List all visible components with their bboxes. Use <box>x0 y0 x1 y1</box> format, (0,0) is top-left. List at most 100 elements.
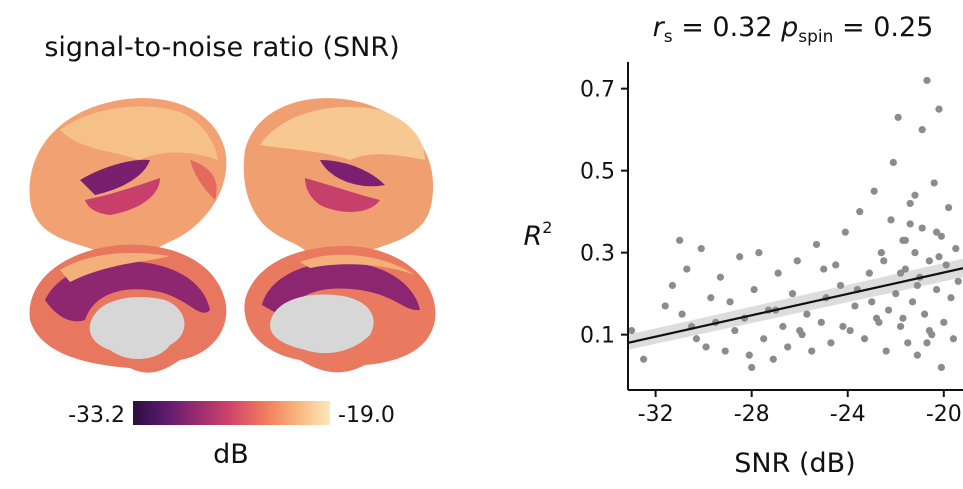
scatter-point <box>943 261 950 268</box>
scatter-point <box>897 270 904 277</box>
scatter-point <box>683 265 690 272</box>
regression-line <box>628 268 963 343</box>
scatter-point <box>880 257 887 264</box>
scatter-point <box>750 286 757 293</box>
scatter-point <box>907 200 914 207</box>
scatter-point <box>933 229 940 236</box>
scatter-point <box>878 249 885 256</box>
scatter-point <box>784 343 791 350</box>
scatter-point <box>717 274 724 281</box>
colorbar-label: dB <box>213 439 249 470</box>
y-tick-label: 0.7 <box>580 78 615 103</box>
x-tick-label: -32 <box>638 402 674 427</box>
scatter-point <box>947 294 954 301</box>
scatter-point <box>640 356 647 363</box>
y-axis-label: R2 <box>524 218 553 252</box>
scatter-point <box>931 179 938 186</box>
scatter-point <box>883 347 890 354</box>
scatter-point <box>950 335 957 342</box>
title-part: p <box>780 12 798 43</box>
scatter-point <box>808 347 815 354</box>
title-part: = 0.32 <box>673 12 782 43</box>
scatter-point <box>669 282 676 289</box>
scatter-point <box>698 245 705 252</box>
scatter-point <box>890 159 897 166</box>
colorbar <box>133 401 330 425</box>
panel-title: signal-to-noise ratio (SNR) <box>44 32 399 63</box>
scatter-point <box>868 298 875 305</box>
scatter-point <box>945 204 952 211</box>
scatter-point <box>774 270 781 277</box>
scatter-point <box>770 356 777 363</box>
scatter-point <box>897 323 904 330</box>
scatter-point <box>904 339 911 346</box>
stats-title: rs = 0.32 pspin = 0.25 <box>653 12 934 47</box>
brain-lateral-left <box>30 98 227 263</box>
scatter-point <box>755 249 762 256</box>
scatter-point <box>907 220 914 227</box>
scatter-point <box>911 192 918 199</box>
scatter-point <box>832 261 839 268</box>
scatter-point <box>760 335 767 342</box>
brain-medial-right <box>244 246 435 372</box>
scatter-point <box>909 298 916 305</box>
scatter-point <box>933 286 940 293</box>
x-tick-label: -24 <box>830 402 866 427</box>
scatter-point <box>676 237 683 244</box>
scatter-point <box>748 364 755 371</box>
scatter-point <box>628 327 635 334</box>
scatter-point <box>871 188 878 195</box>
scatter-point <box>842 229 849 236</box>
scatter-point <box>926 257 933 264</box>
scatter-point <box>955 278 962 285</box>
scatter-point <box>837 282 844 289</box>
title-part: s <box>664 27 673 47</box>
scatter-point <box>902 237 909 244</box>
scatter-point <box>935 106 942 113</box>
colorbar-tick-label: -19.0 <box>338 403 395 428</box>
brain-lateral-right <box>244 98 433 263</box>
scatter-point <box>887 216 894 223</box>
title-part: spin <box>798 27 833 47</box>
y-tick-label: 0.1 <box>580 324 615 349</box>
scatter-point <box>722 347 729 354</box>
scatter-point <box>919 224 926 231</box>
scatter-point <box>693 335 700 342</box>
scatter-point <box>794 257 801 264</box>
x-axis-label: SNR (dB) <box>734 448 855 479</box>
scatter-point <box>923 77 930 84</box>
scatter-point <box>839 323 846 330</box>
scatter-point <box>678 311 685 318</box>
brain-medial-left <box>30 245 227 373</box>
scatter-point <box>803 311 810 318</box>
scatter-point <box>820 265 827 272</box>
ylabel-part: 2 <box>542 218 552 237</box>
scatter-point <box>895 114 902 121</box>
scatter-point <box>914 352 921 359</box>
scatter-point <box>847 327 854 334</box>
scatter-point <box>813 241 820 248</box>
scatter-point <box>938 364 945 371</box>
scatter-point <box>899 315 906 322</box>
title-part: = 0.25 <box>833 12 933 43</box>
scatter-point <box>796 327 803 334</box>
scatter-point <box>736 253 743 260</box>
scatter-point <box>875 319 882 326</box>
x-tick-label: -20 <box>926 402 962 427</box>
y-tick-label: 0.3 <box>580 242 615 267</box>
scatter-point <box>952 245 959 252</box>
scatter-point <box>662 302 669 309</box>
scatter-point <box>935 253 942 260</box>
scatter-point <box>789 290 796 297</box>
scatter-point <box>827 339 834 346</box>
scatter-point <box>861 335 868 342</box>
scatter-point <box>892 290 899 297</box>
ylabel-part: R <box>524 221 543 252</box>
y-tick-label: 0.5 <box>580 160 615 185</box>
scatter-point <box>866 270 873 277</box>
scatter-point <box>779 323 786 330</box>
scatter-point <box>726 298 733 305</box>
scatter-point <box>914 282 921 289</box>
figure: signal-to-noise ratio (SNR) -33.2 -19.0 … <box>0 0 963 485</box>
scatter-point <box>818 319 825 326</box>
